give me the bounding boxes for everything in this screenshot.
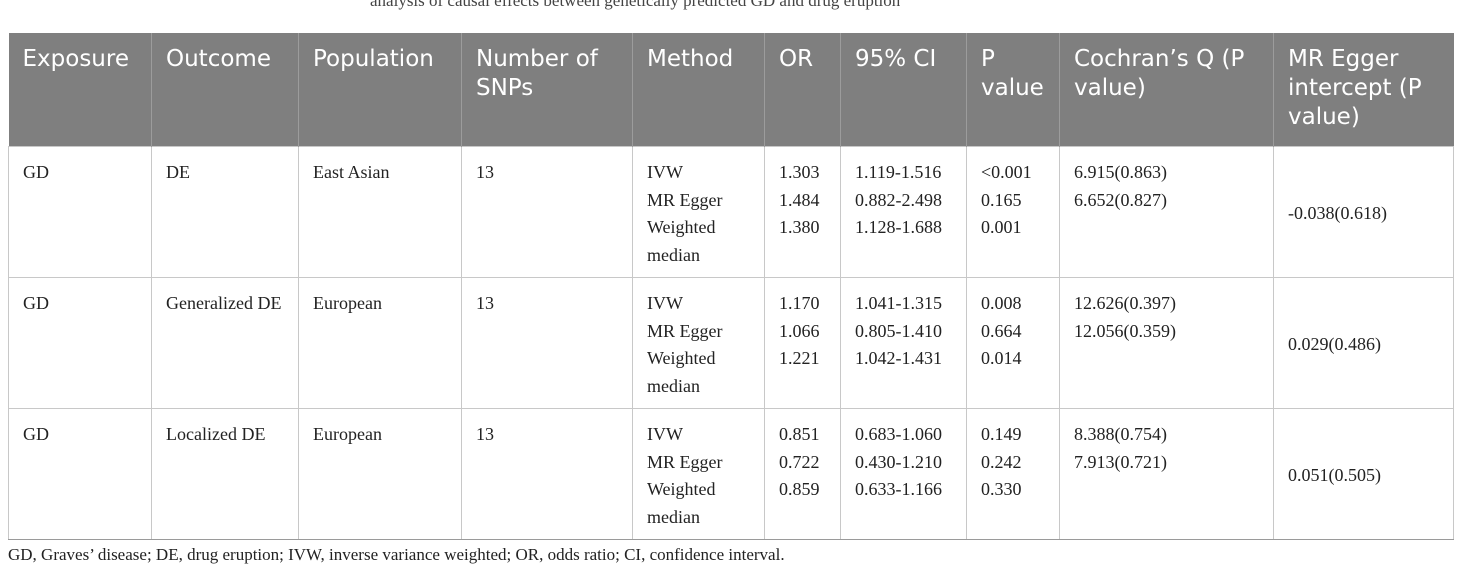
header-row: Exposure Outcome Population Number of SN…	[8, 33, 1454, 147]
cell-exposure: GD	[8, 277, 152, 409]
header-mr-egger-intercept: MR Egger intercept (P value)	[1273, 33, 1454, 147]
cell-exposure: GD	[8, 408, 152, 540]
p-value: 0.001	[981, 217, 1022, 237]
cell-snps: 13	[461, 408, 633, 540]
table-caption-fragment: analysis of causal effects between genet…	[0, 0, 1460, 10]
cell-exposure: GD	[8, 146, 152, 278]
cell-or: 0.851 0.722 0.859	[764, 408, 841, 540]
cell-population: European	[298, 277, 462, 409]
table-row: GD Localized DE European 13 IVW MR Egger…	[8, 408, 1454, 540]
ci-value: 1.042-1.431	[855, 348, 942, 368]
cell-egger-intercept: 0.029(0.486)	[1273, 277, 1454, 409]
cell-cochrans-q: 6.915(0.863) 6.652(0.827)	[1059, 146, 1274, 278]
method-line: median	[647, 375, 700, 396]
method-line: Weighted	[647, 348, 716, 368]
ci-value: 0.430-1.210	[855, 451, 942, 472]
mr-results-table: Exposure Outcome Population Number of SN…	[8, 33, 1454, 540]
method-line: MR Egger	[647, 320, 723, 341]
ci-value: 1.128-1.688	[855, 217, 942, 237]
p-value: <0.001	[981, 162, 1032, 182]
ci-value: 0.805-1.410	[855, 320, 942, 341]
q-value: 12.626(0.397)	[1074, 293, 1176, 313]
header-exposure: Exposure	[8, 33, 152, 147]
or-value: 1.066	[779, 320, 820, 341]
cell-ci: 1.041-1.315 0.805-1.410 1.042-1.431	[840, 277, 967, 409]
q-value: 6.915(0.863)	[1074, 162, 1167, 182]
or-value: 1.303	[779, 162, 820, 182]
cell-outcome: DE	[151, 146, 299, 278]
cell-or: 1.170 1.066 1.221	[764, 277, 841, 409]
q-value: 8.388(0.754)	[1074, 424, 1167, 444]
method-line: MR Egger	[647, 189, 723, 210]
header-outcome: Outcome	[151, 33, 299, 147]
caption-text: analysis of causal effects between genet…	[370, 0, 901, 10]
table-body: GD DE East Asian 13 IVW MR Egger Weighte…	[8, 146, 1454, 540]
or-value: 1.221	[779, 348, 820, 368]
cell-snps: 13	[461, 146, 633, 278]
p-value: 0.664	[981, 320, 1022, 341]
cell-ci: 0.683-1.060 0.430-1.210 0.633-1.166	[840, 408, 967, 540]
method-line: IVW	[647, 162, 683, 182]
ci-value: 1.119-1.516	[855, 162, 942, 182]
cell-method: IVW MR Egger Weighted median	[632, 408, 765, 540]
header-population: Population	[298, 33, 462, 147]
ci-value: 0.683-1.060	[855, 424, 942, 444]
header-p-value: P value	[966, 33, 1060, 147]
cell-population: European	[298, 408, 462, 540]
cell-ci: 1.119-1.516 0.882-2.498 1.128-1.688	[840, 146, 967, 278]
p-value: 0.165	[981, 189, 1022, 210]
table-row: GD DE East Asian 13 IVW MR Egger Weighte…	[8, 146, 1454, 278]
cell-cochrans-q: 12.626(0.397) 12.056(0.359)	[1059, 277, 1274, 409]
cell-method: IVW MR Egger Weighted median	[632, 146, 765, 278]
q-value: 6.652(0.827)	[1074, 189, 1167, 210]
or-value: 0.722	[779, 451, 820, 472]
header-or: OR	[764, 33, 841, 147]
cell-outcome: Localized DE	[151, 408, 299, 540]
table-row: GD Generalized DE European 13 IVW MR Egg…	[8, 277, 1454, 409]
table-footnote: GD, Graves’ disease; DE, drug eruption; …	[8, 545, 785, 564]
cell-p-value: <0.001 0.165 0.001	[966, 146, 1060, 278]
method-line: IVW	[647, 424, 683, 444]
ci-value: 0.633-1.166	[855, 479, 942, 499]
p-value: 0.149	[981, 424, 1022, 444]
p-value: 0.014	[981, 348, 1022, 368]
cell-p-value: 0.149 0.242 0.330	[966, 408, 1060, 540]
q-value: 7.913(0.721)	[1074, 451, 1167, 472]
header-number-of-snps: Number of SNPs	[461, 33, 633, 147]
ci-value: 0.882-2.498	[855, 189, 942, 210]
header-cochrans-q: Cochran’s Q (P value)	[1059, 33, 1274, 147]
method-line: Weighted	[647, 479, 716, 499]
q-value: 12.056(0.359)	[1074, 320, 1176, 341]
cell-egger-intercept: 0.051(0.505)	[1273, 408, 1454, 540]
method-line: MR Egger	[647, 451, 723, 472]
or-value: 1.484	[779, 189, 820, 210]
method-line: Weighted	[647, 217, 716, 237]
method-line: IVW	[647, 293, 683, 313]
or-value: 1.380	[779, 217, 820, 237]
ci-value: 1.041-1.315	[855, 293, 942, 313]
or-value: 0.851	[779, 424, 820, 444]
p-value: 0.242	[981, 451, 1022, 472]
cell-outcome: Generalized DE	[151, 277, 299, 409]
header-95-ci: 95% CI	[840, 33, 967, 147]
cell-cochrans-q: 8.388(0.754) 7.913(0.721)	[1059, 408, 1274, 540]
method-line: median	[647, 244, 700, 265]
cell-or: 1.303 1.484 1.380	[764, 146, 841, 278]
header-method: Method	[632, 33, 765, 147]
p-value: 0.330	[981, 479, 1022, 499]
p-value: 0.008	[981, 293, 1022, 313]
method-line: median	[647, 506, 700, 527]
table-header: Exposure Outcome Population Number of SN…	[8, 33, 1454, 147]
cell-egger-intercept: -0.038(0.618)	[1273, 146, 1454, 278]
cell-snps: 13	[461, 277, 633, 409]
or-value: 0.859	[779, 479, 820, 499]
cell-p-value: 0.008 0.664 0.014	[966, 277, 1060, 409]
cell-method: IVW MR Egger Weighted median	[632, 277, 765, 409]
or-value: 1.170	[779, 293, 820, 313]
cell-population: East Asian	[298, 146, 462, 278]
